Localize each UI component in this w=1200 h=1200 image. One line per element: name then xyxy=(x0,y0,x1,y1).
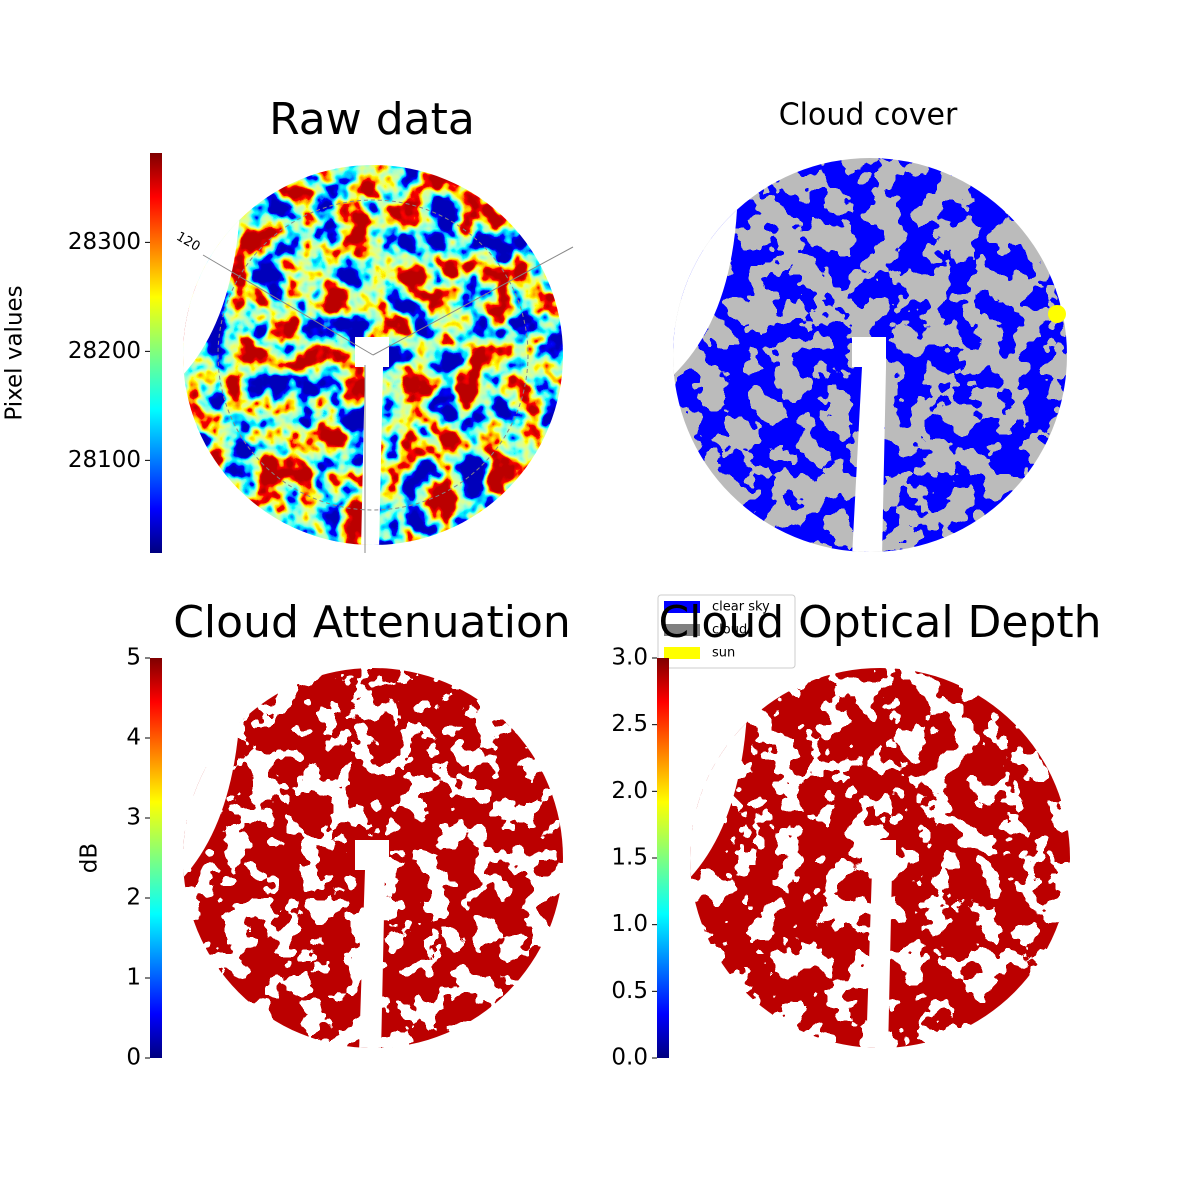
colorbar xyxy=(657,658,669,1058)
panel: Cloud cover clear sky cloud sun xyxy=(657,98,1067,669)
panel-title: Cloud Optical Depth xyxy=(658,597,1101,648)
colorbar-tick-label: 3 xyxy=(126,805,141,831)
sky-image xyxy=(183,668,563,1048)
polar-grid xyxy=(217,199,529,511)
legend-swatch xyxy=(664,601,700,613)
polar-spoke xyxy=(202,254,374,356)
sky-image xyxy=(183,165,563,545)
polar-label: 120 xyxy=(173,229,202,254)
panel: Cloud Attenuation 0 1 2 3 4 5 dB xyxy=(77,597,571,1071)
sun-marker xyxy=(1048,305,1066,323)
legend-label: cloud xyxy=(712,623,747,638)
mask-stem xyxy=(355,840,389,1048)
colorbar-tick-label: 4 xyxy=(126,725,141,751)
sky-image xyxy=(673,158,1067,552)
colorbar-tick-label: 1.5 xyxy=(611,845,648,871)
colorbar xyxy=(150,658,162,1058)
colorbar-tick-label: 0.0 xyxy=(611,1045,648,1071)
legend-swatch xyxy=(664,624,700,636)
colorbar-tick-label: 2.0 xyxy=(611,778,648,804)
legend-label: clear sky xyxy=(712,600,770,615)
colorbar-tick-label: 1.0 xyxy=(611,911,648,937)
colorbar-tick-label: 0.5 xyxy=(611,978,648,1004)
colorbar-label: Pixel values xyxy=(2,285,28,420)
mask-stem xyxy=(355,337,389,545)
panel-title: Raw data xyxy=(269,94,475,145)
mask-stem xyxy=(862,840,896,1048)
panel-title: Cloud Attenuation xyxy=(173,597,571,648)
colorbar-tick-label: 3.0 xyxy=(611,645,648,671)
colorbar-tick-label: 28100 xyxy=(68,447,141,473)
colorbar-tick-label: 1 xyxy=(126,965,141,991)
sky-image xyxy=(690,668,1070,1048)
colorbar-tick-label: 2.5 xyxy=(611,711,648,737)
panel: Raw data 120 28100 28200 28300 Pixel values xyxy=(2,94,574,553)
colorbar-tick-label: 0 xyxy=(126,1045,141,1071)
mask-stem xyxy=(852,337,886,552)
panel-title: Cloud cover xyxy=(779,98,958,133)
polar-spoke xyxy=(372,246,574,356)
colorbar-tick-label: 28200 xyxy=(68,338,141,364)
panel: Cloud Optical Depth 0.0 0.5 1.0 1.5 2.0 2.5 3.0 xyxy=(611,597,1101,1071)
colorbar-tick-label: 5 xyxy=(126,645,141,671)
legend-swatch xyxy=(664,647,700,659)
colorbar-tick-label: 28300 xyxy=(68,229,141,255)
colorbar xyxy=(150,153,162,553)
colorbar-tick-label: 2 xyxy=(126,885,141,911)
colorbar-label: dB xyxy=(77,843,103,873)
legend-label: sun xyxy=(712,646,735,661)
legend: clear sky cloud sun xyxy=(657,594,796,669)
